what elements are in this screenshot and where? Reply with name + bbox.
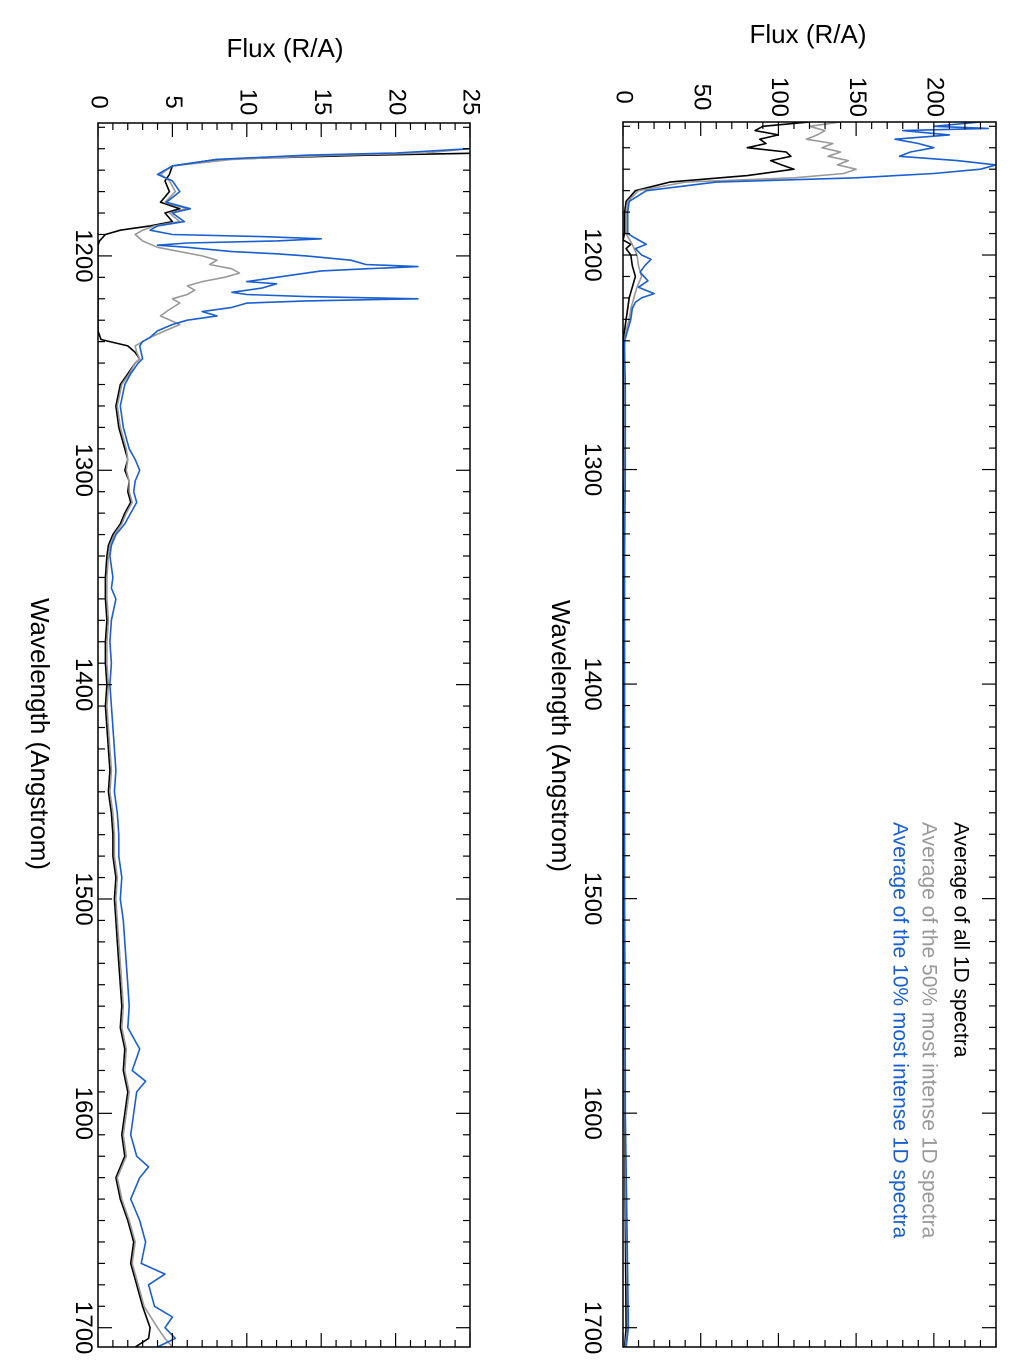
flux-tick-label: 15 [309, 89, 336, 116]
wavelength-tick-label: 1300 [70, 444, 97, 497]
series-line-1 [623, 122, 810, 1347]
legend-entry-2: Average of the 50% most intense 1D spect… [917, 822, 940, 1239]
flux-tick-label: 0 [611, 90, 638, 103]
wavelength-tick-label: 1500 [70, 872, 97, 925]
series-line-2 [106, 147, 470, 1347]
flux-tick-label: 50 [688, 84, 715, 111]
wavelength-axis-title: Wavelength (Angstrom) [546, 600, 576, 872]
wavelength-tick-label: 1600 [579, 1086, 606, 1139]
chart-top-flux-panel: 1200 1300 1400 1500 1600 1700 0 50 100 150 200 Flux… [546, 19, 997, 1354]
series-line-1 [98, 152, 470, 1347]
wavelength-tick-label: 1400 [579, 657, 606, 710]
flux-axis-title: Flux (R/A) [750, 19, 867, 49]
flux-axis-title: Flux (R/A) [227, 33, 344, 63]
wavelength-tick-label: 1700 [579, 1301, 606, 1354]
plot-frame [97, 122, 471, 1348]
wavelength-tick-label: 1400 [70, 658, 97, 711]
wavelength-tick-label: 1600 [70, 1087, 97, 1140]
flux-tick-label: 150 [844, 77, 871, 117]
wavelength-tick-label: 1200 [579, 228, 606, 281]
flux-tick-label: 200 [921, 77, 948, 117]
flux-tick-label: 100 [766, 77, 793, 117]
flux-tick-label: 5 [160, 95, 187, 108]
flux-tick-label: 25 [458, 89, 485, 116]
flux-tick-label: 0 [86, 95, 113, 108]
legend-entry-1: Average of all 1D spectra [949, 822, 972, 1058]
series-line-3 [623, 122, 996, 1347]
series-line-3 [109, 147, 470, 1347]
legend-entry-3: Average of the 10% most intense 1D spect… [888, 822, 911, 1239]
wavelength-tick-label: 1700 [70, 1301, 97, 1354]
wavelength-tick-label: 1200 [70, 229, 97, 282]
wavelength-tick-label: 1300 [579, 443, 606, 496]
chart-bottom-flux-panel: 1200 1300 1400 1500 1600 1700 0 5 10 15 20 25 Flux (… [25, 33, 485, 1355]
flux-tick-label: 10 [234, 89, 261, 116]
wavelength-tick-label: 1500 [579, 872, 606, 925]
series-line-2 [623, 122, 857, 1347]
flux-tick-label: 20 [383, 89, 410, 116]
wavelength-axis-title: Wavelength (Angstrom) [25, 598, 55, 870]
